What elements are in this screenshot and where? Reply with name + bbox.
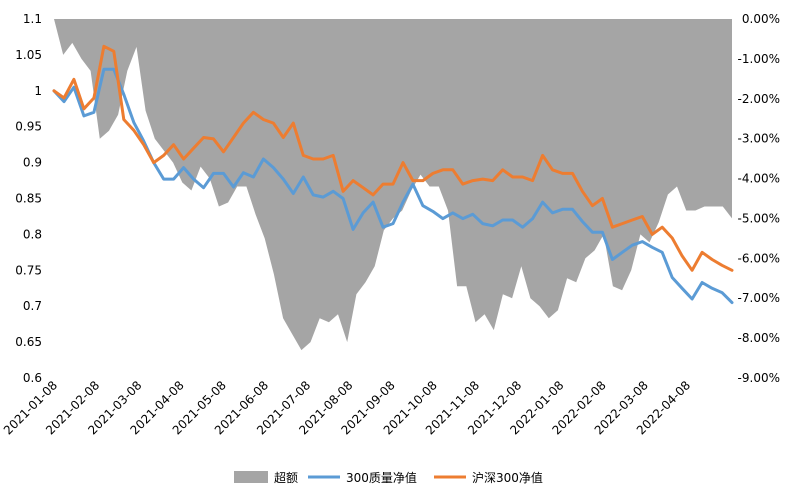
left-tick-label: 1.1 bbox=[23, 12, 42, 26]
left-tick-label: 0.65 bbox=[15, 335, 42, 349]
right-tick-label: 0.00% bbox=[742, 12, 780, 26]
left-tick-label: 0.6 bbox=[23, 371, 42, 385]
right-tick-label: -9.00% bbox=[738, 371, 780, 385]
left-tick-label: 0.7 bbox=[23, 299, 42, 313]
left-tick-label: 0.9 bbox=[23, 156, 42, 170]
right-tick-label: -7.00% bbox=[738, 291, 780, 305]
legend-swatch-excess bbox=[234, 471, 268, 483]
right-tick-label: -2.00% bbox=[738, 92, 780, 106]
left-axis: 0.6 0.65 0.7 0.75 0.8 0.85 0.9 0.95 1 1.05 1.1 bbox=[15, 12, 42, 385]
left-tick-label: 1.05 bbox=[15, 48, 42, 62]
plot-area bbox=[52, 19, 734, 351]
left-tick-label: 0.85 bbox=[15, 192, 42, 206]
left-tick-label: 0.95 bbox=[15, 120, 42, 134]
legend-label-excess: 超额 bbox=[274, 470, 298, 485]
right-tick-label: -8.00% bbox=[738, 331, 780, 345]
right-tick-label: -3.00% bbox=[738, 132, 780, 146]
x-axis: 2021-01-082021-02-082021-03-082021-04-08… bbox=[1, 378, 693, 437]
watermark-text: 雪球：红星菜馆 bbox=[584, 463, 710, 485]
legend-label-quality: 300质量净值 bbox=[346, 470, 417, 485]
left-tick-label: 0.8 bbox=[23, 227, 42, 241]
right-tick-label: -5.00% bbox=[738, 211, 780, 225]
legend-label-csi300: 沪深300净值 bbox=[472, 470, 543, 485]
quality-300-line bbox=[52, 67, 734, 305]
left-tick-label: 1 bbox=[34, 84, 42, 98]
left-tick-label: 0.75 bbox=[15, 263, 42, 277]
legend: 超额 300质量净值 沪深300净值 bbox=[234, 470, 543, 485]
right-axis: 0.00% -1.00% -2.00% -3.00% -4.00% -5.00% -6.00… bbox=[738, 12, 780, 385]
right-tick-label: -1.00% bbox=[738, 52, 780, 66]
right-tick-label: -4.00% bbox=[738, 172, 780, 186]
right-tick-label: -6.00% bbox=[738, 251, 780, 265]
csi300-line bbox=[52, 44, 734, 272]
